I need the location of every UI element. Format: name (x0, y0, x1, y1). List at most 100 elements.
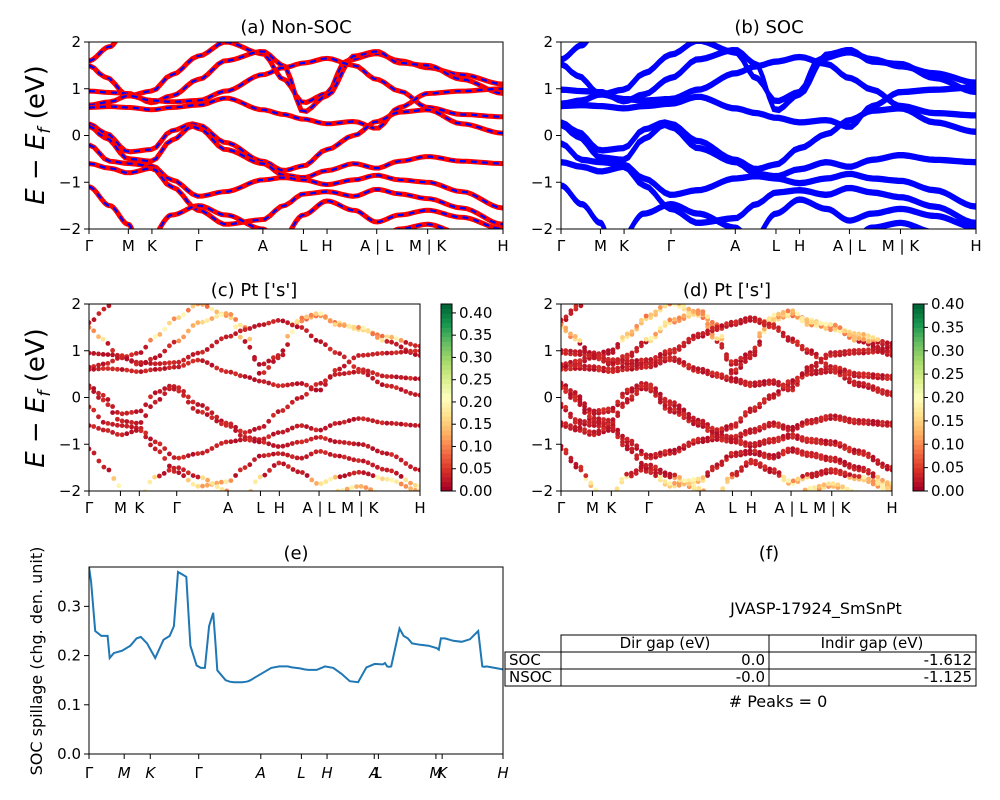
band-point (271, 355, 276, 360)
band-point (96, 351, 101, 357)
band-point (799, 315, 805, 321)
band-point (861, 449, 866, 455)
band-point (285, 464, 291, 469)
band-point (356, 416, 361, 421)
band-point (157, 332, 163, 337)
colorbar-tick-label: 0.40 (931, 295, 964, 313)
band-point (294, 324, 300, 330)
band-point (417, 467, 420, 473)
band-point (214, 484, 220, 490)
band-point (323, 342, 328, 348)
y-tick-label: 1 (71, 80, 81, 98)
band-point (115, 366, 120, 372)
band-point (724, 374, 729, 380)
band-point (289, 399, 295, 405)
band-point (596, 364, 602, 370)
colorbar-segment (441, 378, 452, 384)
band-point (561, 443, 564, 449)
band-point (615, 357, 621, 363)
band-point (761, 451, 767, 457)
band-point (615, 399, 621, 405)
band-point (111, 476, 117, 481)
band-point (403, 484, 409, 489)
band-point (370, 351, 376, 357)
band-point (842, 415, 848, 421)
band-point (643, 462, 649, 468)
band-point (200, 358, 205, 364)
band-point (271, 412, 276, 418)
band-point (247, 437, 253, 443)
band-point (785, 446, 791, 452)
band-point (861, 418, 866, 423)
y-tick-label: 0 (71, 389, 81, 407)
band-point (799, 420, 805, 426)
band-point (214, 314, 220, 319)
band-point (375, 464, 380, 470)
band-point (880, 461, 885, 467)
x-tick-label: L (299, 237, 308, 255)
colorbar-segment (913, 327, 924, 333)
band-point (847, 462, 852, 467)
band-point (167, 320, 172, 326)
band-point (709, 319, 715, 325)
band-point (761, 379, 767, 384)
band-point (738, 438, 744, 444)
y-tick-label: 0 (71, 127, 81, 145)
band-point (365, 368, 371, 374)
band-point (771, 378, 777, 384)
band-point (266, 418, 272, 424)
band-point (672, 317, 677, 322)
band-point (812, 485, 817, 490)
table-header-indir: Indir gap (eV) (821, 634, 924, 652)
colorbar-tick-label: 0.10 (931, 435, 964, 453)
x-tick-label: K (606, 499, 617, 517)
colorbar-segment (441, 304, 452, 310)
band-point (733, 421, 739, 426)
band-point (157, 361, 163, 367)
band-point (870, 341, 876, 347)
colorbar-tick-label: 0.35 (931, 318, 964, 336)
band-point (771, 436, 777, 442)
band-point (709, 325, 715, 331)
band-point (360, 416, 366, 422)
panel-e-axes: 0.00.10.20.3Γ M K Γ A L H AL MK H (57, 566, 509, 782)
band-point (91, 407, 97, 413)
band-point (705, 425, 710, 431)
y-tick-label: 0.1 (57, 696, 81, 714)
band-point (733, 437, 739, 442)
band-point (601, 349, 606, 355)
band-point (605, 425, 611, 431)
band-point (417, 488, 420, 491)
band-point (214, 480, 220, 486)
band-point (323, 314, 328, 320)
band-point (847, 376, 852, 382)
band-point (705, 368, 710, 374)
band-point (700, 331, 706, 336)
band-line-soc (761, 199, 976, 229)
band-point (809, 471, 815, 477)
band-point (105, 397, 111, 402)
band-point (332, 368, 338, 373)
band-point (332, 350, 338, 355)
band-point (323, 378, 328, 384)
band-point (582, 363, 587, 369)
band-point (686, 311, 692, 316)
band-point (738, 362, 744, 368)
band-point (587, 429, 592, 434)
band-point (582, 349, 587, 355)
band-point (275, 318, 281, 323)
band-point (237, 328, 243, 334)
band-point (880, 388, 885, 393)
band-point (752, 405, 758, 411)
band-point (403, 340, 409, 345)
band-point (394, 336, 399, 341)
band-point (889, 464, 892, 470)
band-point (162, 366, 168, 371)
band-point (181, 467, 186, 473)
colorbar-segment (913, 397, 924, 403)
band-point (837, 468, 843, 474)
band-point (271, 382, 276, 388)
band-point (672, 480, 677, 486)
band-point (304, 314, 309, 320)
band-point (228, 439, 234, 445)
